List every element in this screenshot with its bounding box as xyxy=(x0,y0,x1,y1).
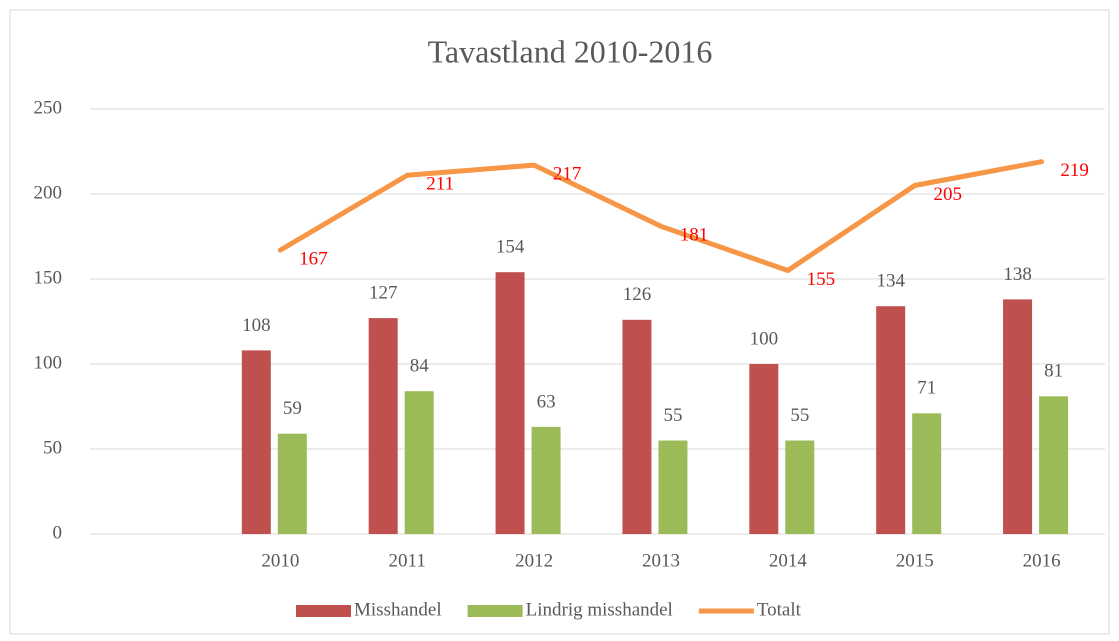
bar-label: 55 xyxy=(790,405,809,426)
bar-label: 71 xyxy=(917,378,936,399)
bar xyxy=(404,391,434,534)
y-tick-label: 200 xyxy=(34,182,63,203)
line-label: 167 xyxy=(299,248,328,269)
line-label: 155 xyxy=(807,269,836,290)
legend-label: Totalt xyxy=(757,599,802,620)
x-tick-label: 2010 xyxy=(261,550,299,571)
bar xyxy=(1039,396,1069,534)
y-tick-label: 100 xyxy=(34,352,63,373)
bar xyxy=(495,272,525,534)
y-tick-label: 150 xyxy=(34,267,63,288)
bar xyxy=(912,413,942,534)
bar xyxy=(368,318,398,534)
bar-label: 138 xyxy=(1003,264,1032,285)
bar-label: 63 xyxy=(537,391,556,412)
chart-border xyxy=(9,9,1110,635)
bar-label: 127 xyxy=(369,282,398,303)
line-label: 219 xyxy=(1060,160,1089,181)
line-label: 181 xyxy=(680,225,709,246)
bar xyxy=(622,319,652,534)
y-tick-label: 50 xyxy=(43,437,62,458)
bar xyxy=(277,433,307,534)
bar-label: 84 xyxy=(410,356,430,377)
y-tick-label: 0 xyxy=(53,522,63,543)
bar xyxy=(876,306,906,534)
line-label: 211 xyxy=(426,174,454,195)
legend-label: Lindrig misshandel xyxy=(526,599,673,620)
line xyxy=(277,159,1045,273)
x-tick-label: 2014 xyxy=(769,550,808,571)
bar xyxy=(241,350,271,534)
bar-label: 126 xyxy=(623,284,652,305)
legend-label: Misshandel xyxy=(354,599,442,620)
x-tick-label: 2012 xyxy=(515,550,553,571)
bar xyxy=(1003,299,1033,534)
bar-label: 59 xyxy=(283,398,302,419)
bar-label: 154 xyxy=(496,237,525,258)
x-tick-label: 2013 xyxy=(642,550,680,571)
bar-label: 108 xyxy=(242,315,271,336)
bar-label: 55 xyxy=(663,405,682,426)
chart-title: Tavastland 2010-2016 xyxy=(428,33,713,69)
bar xyxy=(658,440,688,534)
y-tick-label: 250 xyxy=(34,97,63,118)
bar xyxy=(531,426,561,534)
line-label: 205 xyxy=(933,184,962,205)
x-tick-label: 2016 xyxy=(1023,550,1061,571)
legend-swatch xyxy=(467,605,523,617)
bar xyxy=(749,364,779,534)
bar xyxy=(785,440,815,534)
bar-label: 134 xyxy=(876,271,905,292)
bar-label: 100 xyxy=(750,328,779,349)
x-tick-label: 2015 xyxy=(896,550,934,571)
legend-swatch xyxy=(296,605,351,617)
line-label: 217 xyxy=(553,163,582,184)
x-tick-label: 2011 xyxy=(389,550,426,571)
bar-label: 81 xyxy=(1044,361,1063,382)
